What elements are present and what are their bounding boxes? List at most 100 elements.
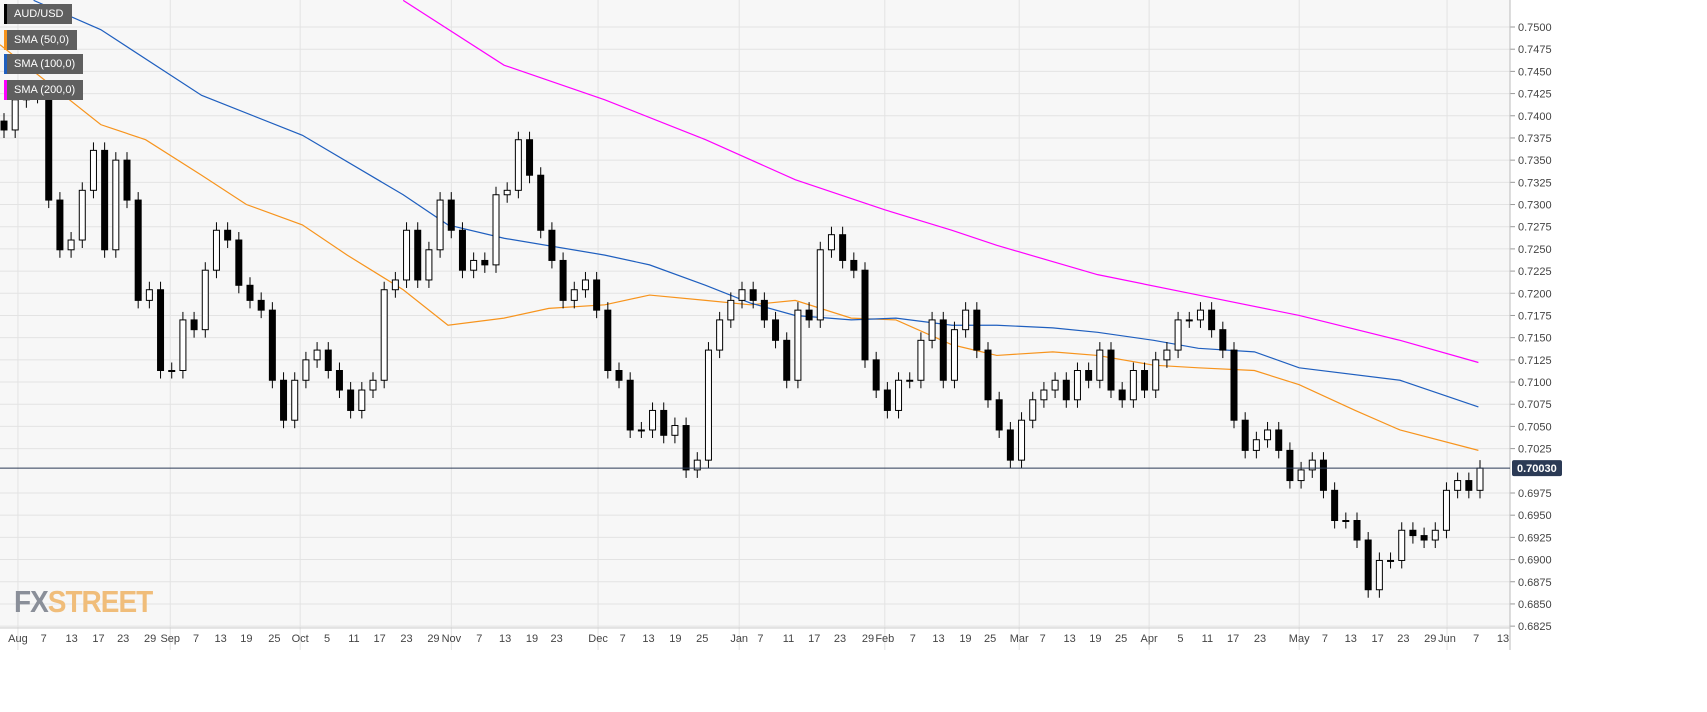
x-tick-label: 29: [427, 633, 439, 645]
x-tick-label: 7: [1473, 633, 1479, 645]
candle-body: [1297, 469, 1305, 482]
candle-body: [1118, 389, 1126, 401]
candle-body: [682, 425, 690, 471]
x-tick-label: 25: [1115, 633, 1127, 645]
candle-body: [783, 339, 791, 381]
candle-body: [939, 319, 947, 381]
candle-body: [324, 349, 332, 372]
y-tick-label: 0.7350: [1518, 155, 1552, 167]
x-tick-label: 13: [499, 633, 511, 645]
candle-body: [1319, 459, 1327, 491]
candle-body: [917, 339, 925, 381]
y-tick-label: 0.6975: [1518, 488, 1552, 500]
candle-body: [78, 189, 86, 241]
x-tick-label: 19: [669, 633, 681, 645]
x-tick-label: Feb: [875, 633, 894, 645]
candle-body: [1252, 439, 1260, 451]
y-tick-label: 0.6850: [1518, 599, 1552, 611]
legend-sma50[interactable]: SMA (50,0): [4, 30, 78, 50]
candle-body: [436, 199, 444, 251]
y-tick-label: 0.7200: [1518, 288, 1552, 300]
legend-sma100[interactable]: SMA (100,0): [4, 54, 84, 74]
legend-sma200[interactable]: SMA (200,0): [4, 80, 84, 100]
candle-body: [760, 299, 768, 321]
y-tick-label: 0.7500: [1518, 22, 1552, 34]
x-tick-label: 19: [526, 633, 538, 645]
x-tick-label: May: [1289, 633, 1310, 645]
candle-body: [56, 199, 64, 251]
candle-body: [772, 319, 780, 341]
candle-body: [425, 249, 433, 281]
x-tick-label: 11: [348, 633, 359, 645]
candle-body: [962, 309, 970, 331]
x-tick-label: 7: [41, 633, 47, 645]
candle-body: [45, 89, 53, 201]
candle-body: [1342, 520, 1350, 523]
candle-body: [101, 149, 109, 251]
sma200-line: [402, 0, 1479, 364]
x-tick-label: 17: [374, 633, 386, 645]
candle-body: [1442, 489, 1450, 531]
candle-body: [145, 289, 153, 301]
candle-body: [660, 409, 668, 436]
current-price-label: 0.70030: [1517, 463, 1557, 475]
x-tick-label: Aug: [8, 633, 28, 645]
y-axis: 0.7500 0.7475 0.7450 0.7425 0.7400 0.7375 0.73…: [1509, 0, 1552, 650]
candle-body: [0, 120, 8, 131]
candle-body: [492, 194, 500, 266]
candle-body: [380, 289, 388, 381]
legend-label: SMA (100,0): [14, 58, 76, 70]
candle-body: [581, 279, 589, 291]
candle-body: [224, 229, 232, 241]
x-tick-label: 29: [1424, 633, 1436, 645]
y-tick-label: 0.7425: [1518, 89, 1552, 101]
candle-body: [671, 425, 679, 436]
y-tick-label: 0.7300: [1518, 200, 1552, 212]
candle-body: [246, 284, 254, 301]
candle-body: [1275, 429, 1283, 451]
candle-body: [503, 189, 511, 196]
candle-body: [604, 309, 612, 372]
x-tick-label: 25: [268, 633, 280, 645]
candle-body: [895, 379, 903, 411]
y-tick-label: 0.7325: [1518, 177, 1552, 189]
current-price-badge: [1512, 460, 1562, 477]
y-tick-label: 0.7475: [1518, 44, 1552, 56]
candle-body: [414, 229, 422, 281]
candle-body: [1029, 399, 1037, 421]
candle-body: [1208, 309, 1216, 331]
candle-body: [89, 149, 97, 191]
x-tick-label: 11: [1202, 633, 1213, 645]
candle-body: [347, 389, 355, 411]
candle-body: [704, 349, 712, 461]
candle-body: [168, 370, 176, 373]
candle-body: [1420, 535, 1428, 541]
x-tick-label: Mar: [1010, 633, 1029, 645]
candle-body: [1431, 529, 1439, 541]
candle-body: [1196, 309, 1204, 321]
candle-body: [1006, 429, 1014, 461]
candle-body: [123, 159, 131, 201]
logo-fx: FX: [14, 584, 49, 619]
candle-body: [1476, 467, 1484, 491]
candle-body: [235, 239, 243, 286]
y-tick-label: 0.7250: [1518, 244, 1552, 256]
y-tick-label: 0.7450: [1518, 66, 1552, 78]
x-tick-label: 29: [862, 633, 874, 645]
candle-body: [1051, 379, 1059, 391]
candle-body: [1129, 370, 1137, 401]
candle-body: [280, 379, 288, 421]
candle-body: [649, 409, 657, 431]
x-tick-label: 23: [1397, 633, 1409, 645]
candle-body: [1062, 379, 1070, 401]
x-tick-label: 7: [620, 633, 626, 645]
x-tick-label: Jan: [730, 633, 748, 645]
legend-audusd[interactable]: AUD/USD: [4, 4, 72, 24]
candle-body: [1409, 529, 1417, 537]
candle-body: [470, 259, 478, 271]
y-tick-label: 0.7400: [1518, 111, 1552, 123]
y-tick-label: 0.6925: [1518, 532, 1552, 544]
y-tick-label: 0.7050: [1518, 421, 1552, 433]
x-tick-label: Sep: [160, 633, 180, 645]
candle-body: [1465, 480, 1473, 491]
